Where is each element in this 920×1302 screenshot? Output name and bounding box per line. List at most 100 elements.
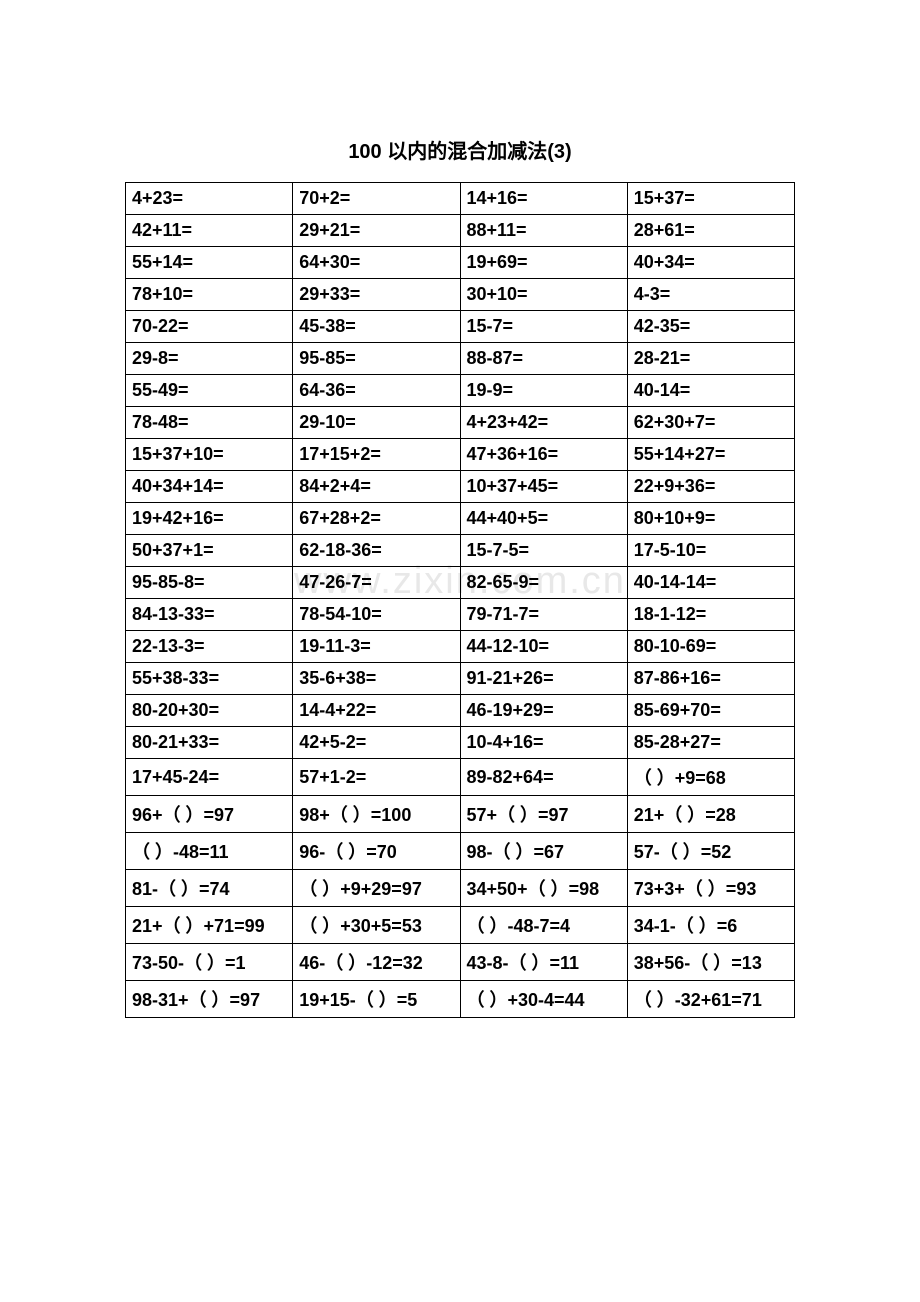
table-cell: 14-4+22= <box>293 695 460 727</box>
table-cell: 15-7-5= <box>460 535 627 567</box>
table-cell: 55+14+27= <box>627 439 794 471</box>
table-cell: 17+15+2= <box>293 439 460 471</box>
table-row: 78-48=29-10=4+23+42=62+30+7= <box>126 407 795 439</box>
table-cell: 78-54-10= <box>293 599 460 631</box>
table-row: 42+11=29+21=88+11=28+61= <box>126 215 795 247</box>
table-row: 84-13-33=78-54-10=79-71-7=18-1-12= <box>126 599 795 631</box>
table-cell: 87-86+16= <box>627 663 794 695</box>
table-cell: 50+37+1= <box>126 535 293 567</box>
table-cell: 84+2+4= <box>293 471 460 503</box>
table-cell: 80-21+33= <box>126 727 293 759</box>
table-row: 78+10=29+33=30+10=4-3= <box>126 279 795 311</box>
table-cell: 64-36= <box>293 375 460 407</box>
table-row: 50+37+1=62-18-36=15-7-5=17-5-10= <box>126 535 795 567</box>
table-cell: 80-20+30= <box>126 695 293 727</box>
table-cell: 4-3= <box>627 279 794 311</box>
table-cell: 70-22= <box>126 311 293 343</box>
table-cell: 21+（ ）=28 <box>627 796 794 833</box>
table-row: 98-31+（ ）=9719+15-（ ）=5（ ）+30-4=44（ ）-32… <box>126 981 795 1018</box>
table-cell: 88+11= <box>460 215 627 247</box>
table-cell: 35-6+38= <box>293 663 460 695</box>
table-cell: 96-（ ）=70 <box>293 833 460 870</box>
table-row: 21+（ ）+71=99（ ）+30+5=53（ ）-48-7=434-1-（ … <box>126 907 795 944</box>
table-cell: 30+10= <box>460 279 627 311</box>
table-cell: 79-71-7= <box>460 599 627 631</box>
table-cell: 85-69+70= <box>627 695 794 727</box>
page-title: 100 以内的混合加减法(3) <box>125 135 795 164</box>
table-cell: 84-13-33= <box>126 599 293 631</box>
table-cell: 73-50-（ ）=1 <box>126 944 293 981</box>
table-cell: 17-5-10= <box>627 535 794 567</box>
table-cell: 19-11-3= <box>293 631 460 663</box>
table-cell: 10+37+45= <box>460 471 627 503</box>
table-cell: 96+（ ）=97 <box>126 796 293 833</box>
table-cell: （ ）+9+29=97 <box>293 870 460 907</box>
table-cell: 4+23+42= <box>460 407 627 439</box>
table-cell: 29+33= <box>293 279 460 311</box>
table-cell: 80-10-69= <box>627 631 794 663</box>
table-row: 55+38-33=35-6+38=91-21+26=87-86+16= <box>126 663 795 695</box>
table-cell: 19+69= <box>460 247 627 279</box>
table-cell: 40+34= <box>627 247 794 279</box>
table-cell: 42-35= <box>627 311 794 343</box>
table-cell: 95-85= <box>293 343 460 375</box>
table-cell: 46-（ ）-12=32 <box>293 944 460 981</box>
table-row: 29-8=95-85=88-87=28-21= <box>126 343 795 375</box>
table-row: 81-（ ）=74（ ）+9+29=9734+50+（ ）=9873+3+（ ）… <box>126 870 795 907</box>
table-cell: 40-14-14= <box>627 567 794 599</box>
table-cell: 57+（ ）=97 <box>460 796 627 833</box>
table-cell: 95-85-8= <box>126 567 293 599</box>
table-row: 4+23=70+2=14+16=15+37= <box>126 183 795 215</box>
table-cell: 29-10= <box>293 407 460 439</box>
table-cell: 44+40+5= <box>460 503 627 535</box>
table-row: 17+45-24=57+1-2=89-82+64=（ ）+9=68 <box>126 759 795 796</box>
table-cell: 29-8= <box>126 343 293 375</box>
table-cell: （ ）+30+5=53 <box>293 907 460 944</box>
table-cell: 64+30= <box>293 247 460 279</box>
table-cell: 81-（ ）=74 <box>126 870 293 907</box>
table-cell: 46-19+29= <box>460 695 627 727</box>
table-row: 80-20+30=14-4+22=46-19+29=85-69+70= <box>126 695 795 727</box>
table-cell: 19-9= <box>460 375 627 407</box>
table-row: 96+（ ）=9798+（ ）=10057+（ ）=9721+（ ）=28 <box>126 796 795 833</box>
table-cell: 78-48= <box>126 407 293 439</box>
table-cell: 28-21= <box>627 343 794 375</box>
table-cell: 80+10+9= <box>627 503 794 535</box>
table-cell: 10-4+16= <box>460 727 627 759</box>
worksheet-table: 4+23=70+2=14+16=15+37=42+11=29+21=88+11=… <box>125 182 795 1018</box>
table-row: 55+14=64+30=19+69=40+34= <box>126 247 795 279</box>
table-cell: 57+1-2= <box>293 759 460 796</box>
table-cell: 98-31+（ ）=97 <box>126 981 293 1018</box>
table-cell: 43-8-（ ）=11 <box>460 944 627 981</box>
table-cell: 22-13-3= <box>126 631 293 663</box>
table-cell: （ ）-48=11 <box>126 833 293 870</box>
table-cell: 70+2= <box>293 183 460 215</box>
table-cell: 15+37+10= <box>126 439 293 471</box>
table-row: 80-21+33=42+5-2=10-4+16=85-28+27= <box>126 727 795 759</box>
table-row: （ ）-48=1196-（ ）=7098-（ ）=6757-（ ）=52 <box>126 833 795 870</box>
table-cell: 17+45-24= <box>126 759 293 796</box>
content-wrapper: 100 以内的混合加减法(3) 4+23=70+2=14+16=15+37=42… <box>125 135 795 1018</box>
table-row: 95-85-8=47-26-7=82-65-9=40-14-14= <box>126 567 795 599</box>
table-cell: 15+37= <box>627 183 794 215</box>
table-cell: 98-（ ）=67 <box>460 833 627 870</box>
table-cell: 88-87= <box>460 343 627 375</box>
table-cell: 47+36+16= <box>460 439 627 471</box>
table-cell: 22+9+36= <box>627 471 794 503</box>
table-cell: 44-12-10= <box>460 631 627 663</box>
table-cell: 62+30+7= <box>627 407 794 439</box>
table-cell: 14+16= <box>460 183 627 215</box>
table-cell: 15-7= <box>460 311 627 343</box>
table-cell: 73+3+（ ）=93 <box>627 870 794 907</box>
table-cell: （ ）-48-7=4 <box>460 907 627 944</box>
table-cell: 19+15-（ ）=5 <box>293 981 460 1018</box>
table-cell: 40+34+14= <box>126 471 293 503</box>
table-cell: 78+10= <box>126 279 293 311</box>
table-cell: 55-49= <box>126 375 293 407</box>
table-cell: 62-18-36= <box>293 535 460 567</box>
table-cell: 82-65-9= <box>460 567 627 599</box>
table-cell: 34+50+（ ）=98 <box>460 870 627 907</box>
table-cell: 55+38-33= <box>126 663 293 695</box>
table-row: 55-49=64-36=19-9=40-14= <box>126 375 795 407</box>
table-cell: 19+42+16= <box>126 503 293 535</box>
